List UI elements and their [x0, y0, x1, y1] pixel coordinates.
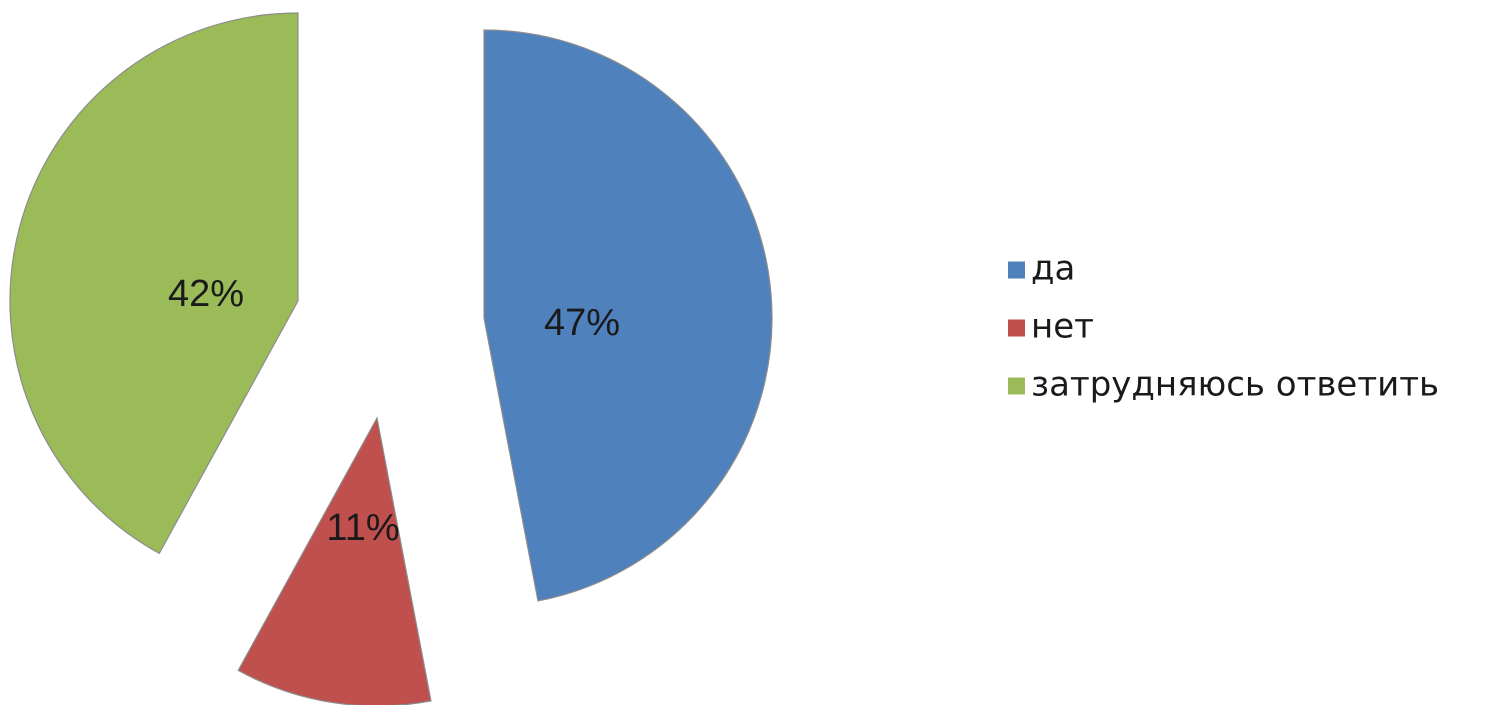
legend-swatch-no [1008, 319, 1025, 337]
legend-label-yes: да [1031, 249, 1075, 289]
pie-slices [9, 12, 773, 705]
legend-swatch-yes [1008, 261, 1025, 279]
data-label-yes: 47% [544, 302, 620, 344]
chart-legend: да нет затрудняюсь ответить [1008, 249, 1439, 405]
legend-label-no: нет [1031, 307, 1094, 347]
pie-data-labels: 47% 11% 42% [168, 273, 620, 549]
legend-swatch-hard-to-answer [1008, 377, 1025, 395]
legend-label-hard-to-answer: затрудняюсь ответить [1031, 365, 1439, 405]
data-label-no: 11% [326, 507, 399, 549]
pie-slice-hard-to-answer [9, 12, 299, 555]
pie-slice-no [237, 416, 432, 705]
data-label-hard-to-answer: 42% [168, 273, 244, 315]
pie-slice-yes [483, 29, 773, 602]
